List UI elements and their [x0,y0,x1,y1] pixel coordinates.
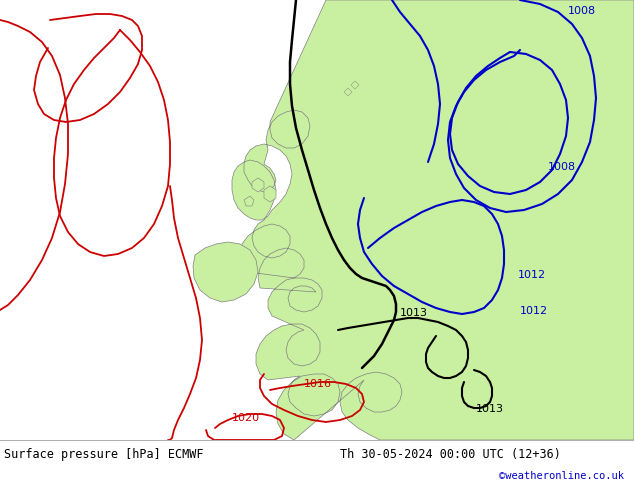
Text: 1013: 1013 [400,308,428,318]
Text: 1012: 1012 [520,306,548,316]
Text: 1020: 1020 [232,413,260,423]
Polygon shape [252,178,264,192]
Text: 1008: 1008 [568,6,596,16]
Polygon shape [264,186,276,202]
Polygon shape [193,242,258,302]
Polygon shape [232,0,634,440]
Polygon shape [344,88,352,96]
Text: Th 30-05-2024 00:00 UTC (12+36): Th 30-05-2024 00:00 UTC (12+36) [340,447,561,461]
Text: 1013: 1013 [476,404,504,414]
Polygon shape [244,196,254,206]
Text: 1008: 1008 [548,162,576,172]
Text: 1012: 1012 [518,270,546,280]
Text: Surface pressure [hPa] ECMWF: Surface pressure [hPa] ECMWF [4,447,204,461]
Polygon shape [351,81,359,89]
Text: ©weatheronline.co.uk: ©weatheronline.co.uk [499,471,624,481]
Text: 1016: 1016 [304,379,332,389]
